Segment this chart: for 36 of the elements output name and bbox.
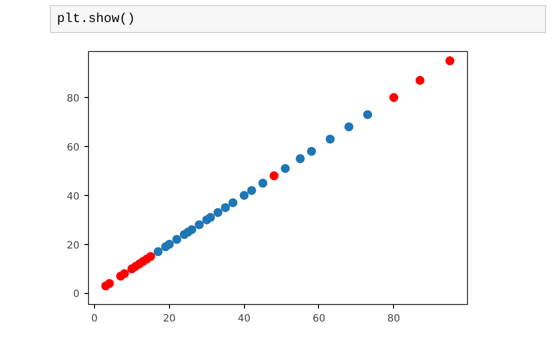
x-tick-label: 40 xyxy=(238,314,251,324)
point xyxy=(296,154,305,164)
point xyxy=(240,190,249,200)
point xyxy=(146,252,156,262)
y-tick-label: 80 xyxy=(66,94,80,104)
point xyxy=(164,240,174,249)
text: plt.show() xyxy=(57,10,136,28)
point xyxy=(306,146,316,156)
y-tick-label: 40 xyxy=(66,191,80,202)
y-tick-label: 60 xyxy=(66,142,80,154)
point xyxy=(154,247,163,256)
y-tick-label: 0 xyxy=(73,289,80,300)
point xyxy=(280,164,290,173)
point xyxy=(363,110,372,120)
point xyxy=(344,122,354,132)
point xyxy=(213,208,222,217)
point xyxy=(194,220,204,230)
point xyxy=(247,186,256,195)
point xyxy=(220,203,230,212)
point xyxy=(228,198,238,208)
x-tick-label: 20 xyxy=(162,314,176,324)
point xyxy=(415,76,424,85)
point xyxy=(187,225,196,234)
point xyxy=(172,234,182,244)
point xyxy=(270,171,279,180)
x-tick-label: 60 xyxy=(312,314,326,324)
point xyxy=(445,56,454,66)
point xyxy=(389,93,398,102)
point xyxy=(326,134,335,144)
point xyxy=(258,178,268,188)
x-tick-label: 0 xyxy=(91,314,98,324)
point xyxy=(206,212,215,222)
point xyxy=(104,278,114,288)
point xyxy=(120,269,129,278)
y-tick-label: 20 xyxy=(66,240,80,252)
x-tick-label: 80 xyxy=(387,314,400,324)
